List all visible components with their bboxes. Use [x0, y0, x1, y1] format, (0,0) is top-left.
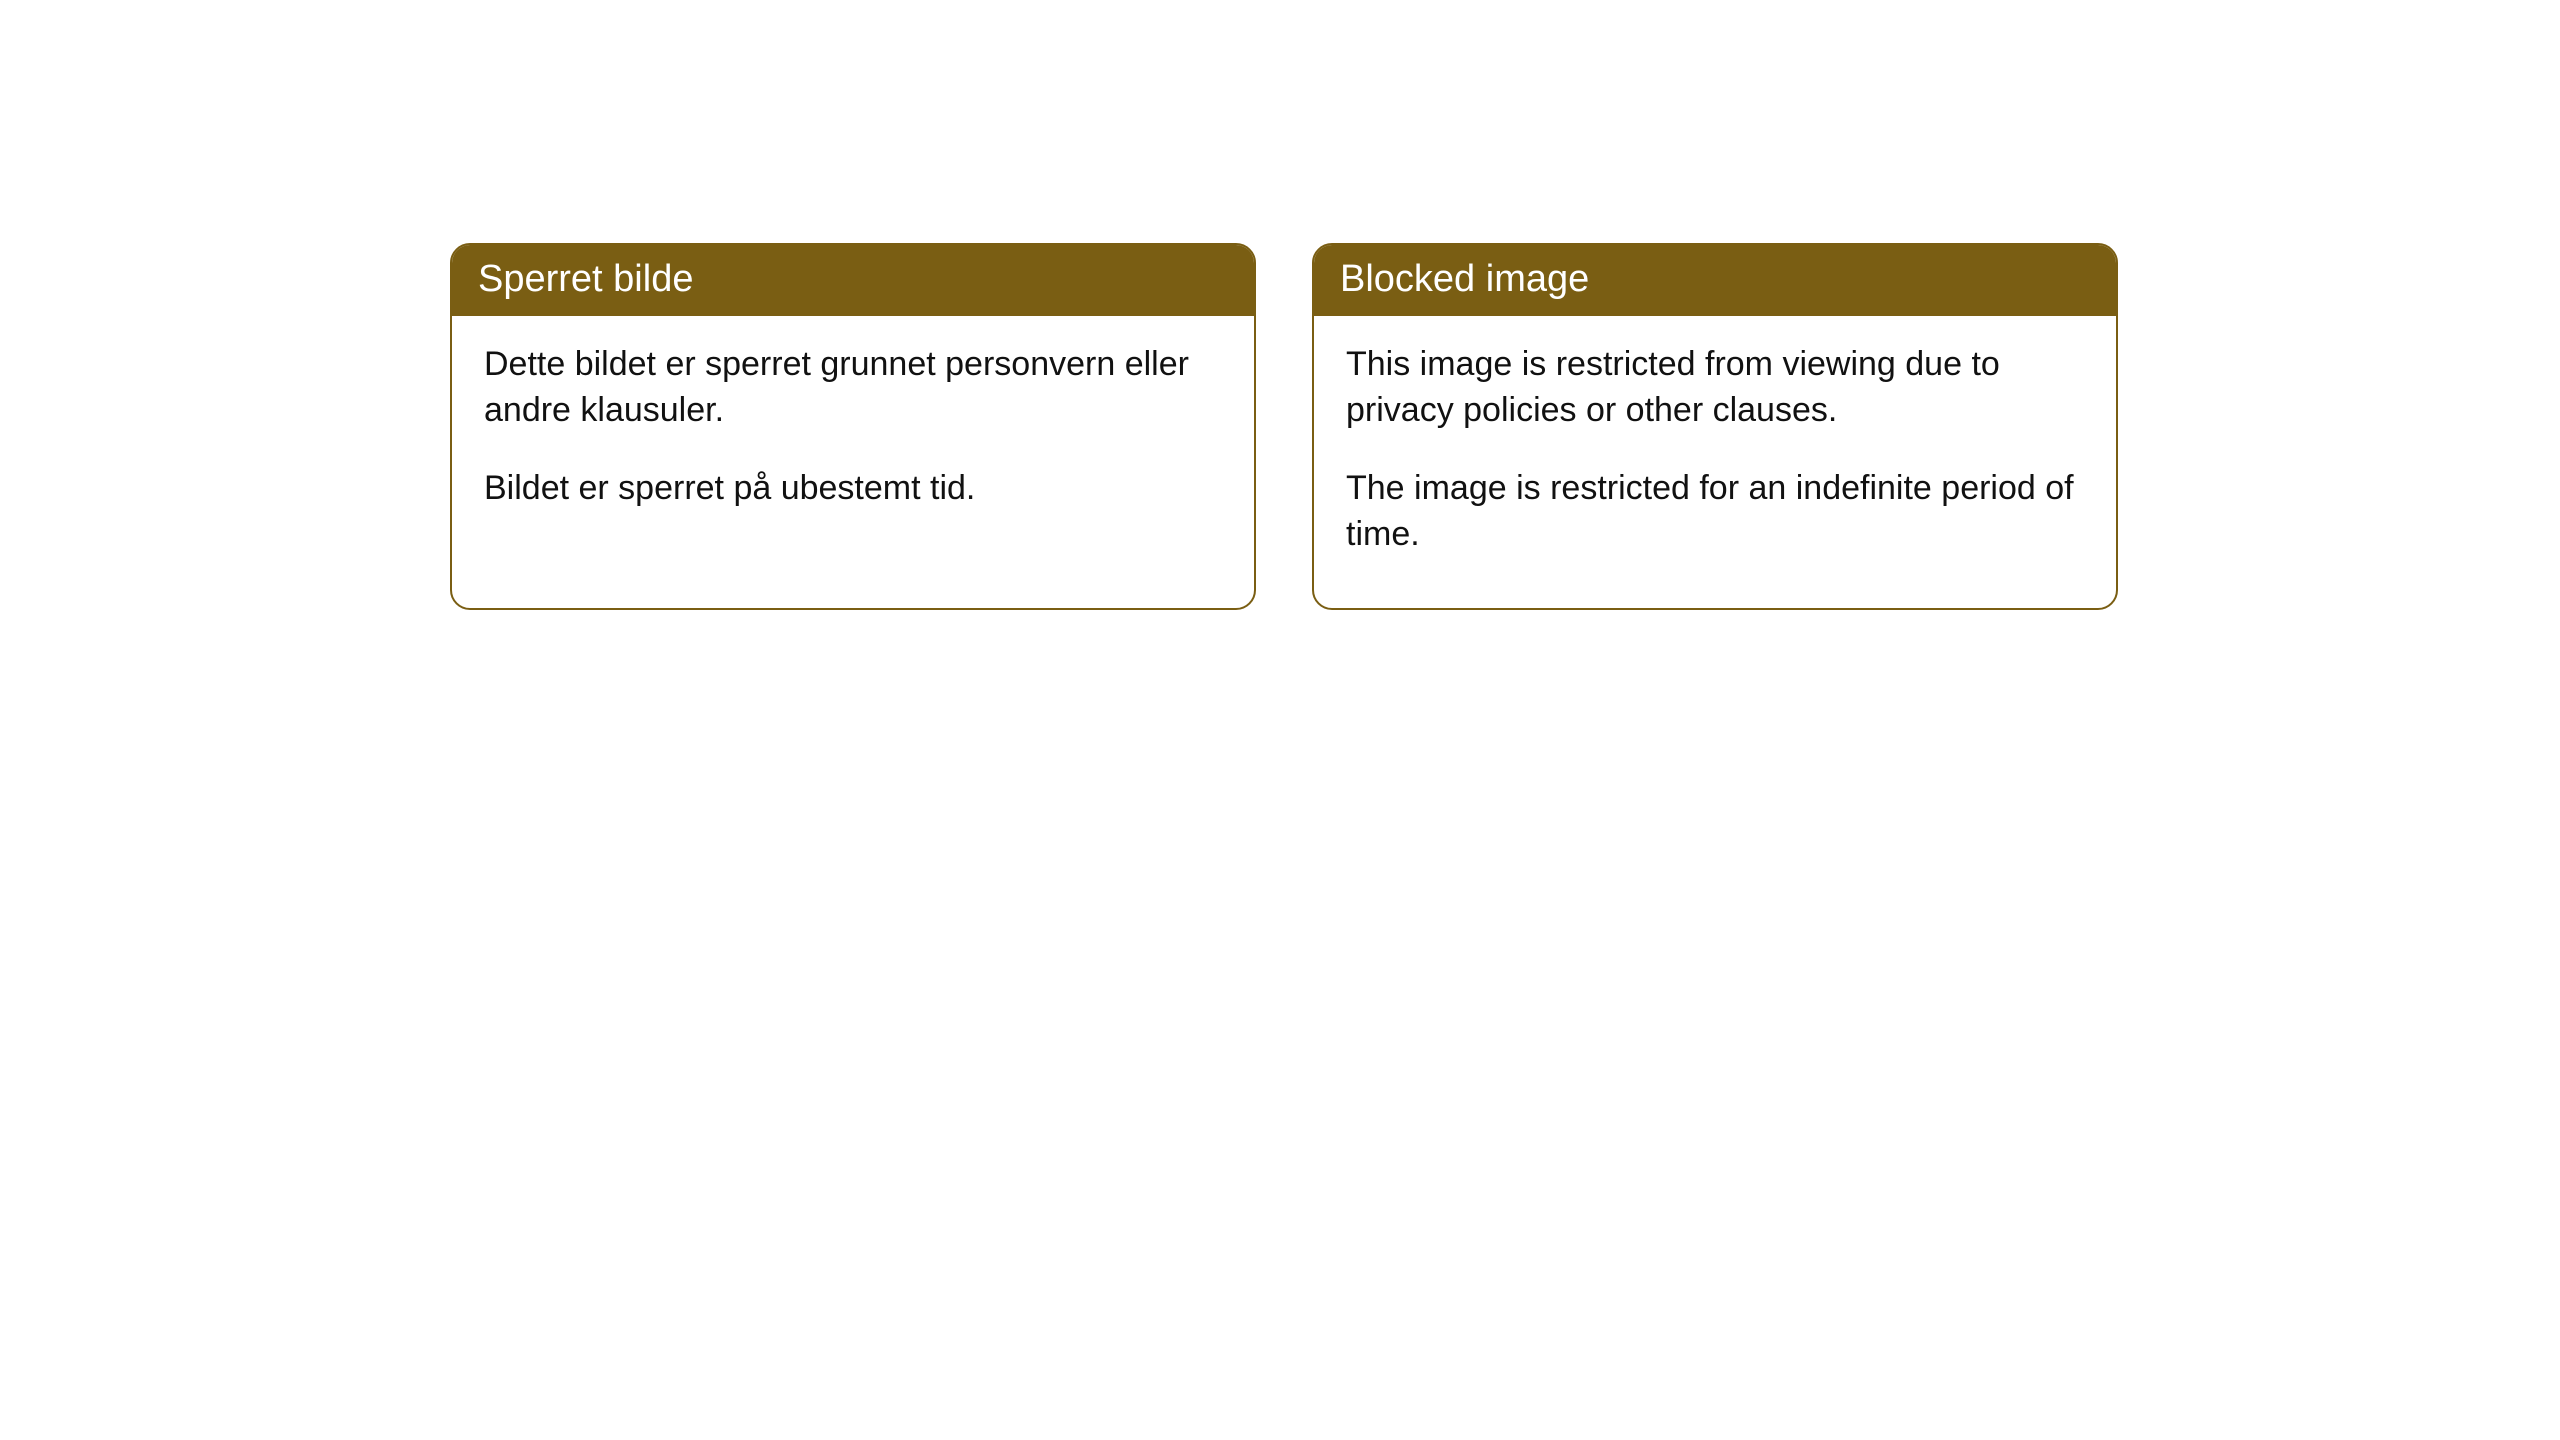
card-title: Sperret bilde	[452, 245, 1254, 316]
card-body: Dette bildet er sperret grunnet personve…	[452, 316, 1254, 562]
card-paragraph-1: This image is restricted from viewing du…	[1346, 342, 2084, 434]
card-title: Blocked image	[1314, 245, 2116, 316]
card-paragraph-2: Bildet er sperret på ubestemt tid.	[484, 466, 1222, 512]
blocked-image-card-en: Blocked image This image is restricted f…	[1312, 243, 2118, 610]
card-body: This image is restricted from viewing du…	[1314, 316, 2116, 608]
blocked-image-card-no: Sperret bilde Dette bildet er sperret gr…	[450, 243, 1256, 610]
card-paragraph-2: The image is restricted for an indefinit…	[1346, 466, 2084, 558]
card-paragraph-1: Dette bildet er sperret grunnet personve…	[484, 342, 1222, 434]
cards-container: Sperret bilde Dette bildet er sperret gr…	[0, 0, 2560, 610]
